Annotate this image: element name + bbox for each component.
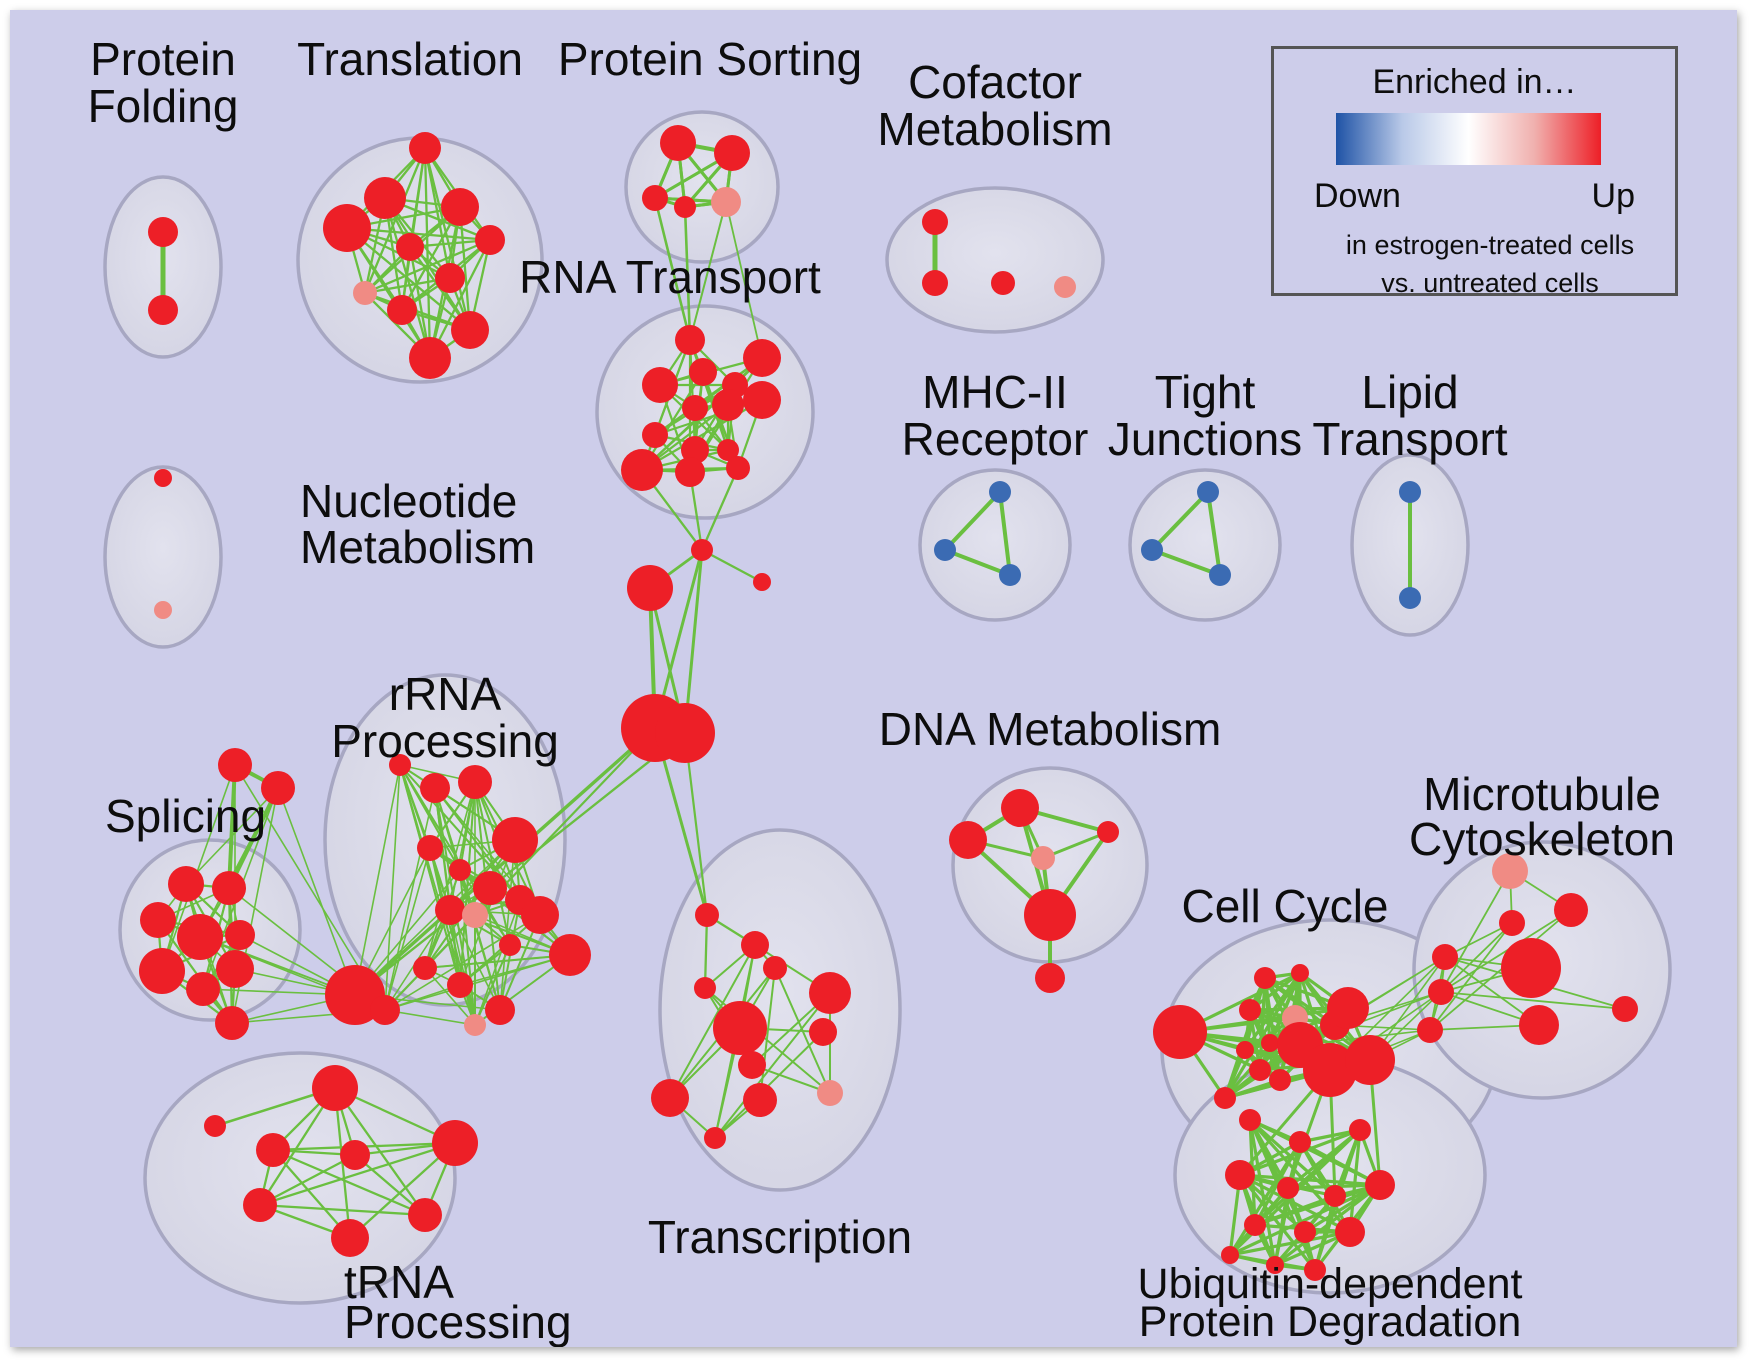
svg-text:Protein Degradation: Protein Degradation bbox=[1139, 1298, 1521, 1346]
svg-text:Protein Sorting: Protein Sorting bbox=[558, 33, 862, 85]
svg-text:Receptor: Receptor bbox=[902, 413, 1089, 465]
svg-text:Metabolism: Metabolism bbox=[877, 103, 1112, 155]
svg-text:Transport: Transport bbox=[1312, 413, 1507, 465]
svg-text:Cytoskeleton: Cytoskeleton bbox=[1409, 813, 1675, 865]
svg-text:Metabolism: Metabolism bbox=[300, 521, 535, 573]
svg-text:Folding: Folding bbox=[88, 80, 239, 132]
svg-text:Transcription: Transcription bbox=[648, 1211, 912, 1263]
svg-text:Nucleotide: Nucleotide bbox=[300, 475, 517, 527]
svg-text:rRNA: rRNA bbox=[389, 668, 502, 720]
svg-text:Splicing: Splicing bbox=[105, 790, 266, 842]
svg-text:Processing: Processing bbox=[344, 1296, 572, 1347]
svg-text:MHC-II: MHC-II bbox=[922, 366, 1068, 418]
svg-text:Translation: Translation bbox=[297, 33, 523, 85]
svg-text:Lipid: Lipid bbox=[1361, 366, 1458, 418]
svg-text:RNA Transport: RNA Transport bbox=[519, 251, 821, 303]
svg-text:Tight: Tight bbox=[1155, 366, 1256, 418]
svg-text:Protein: Protein bbox=[90, 33, 236, 85]
svg-text:Cell Cycle: Cell Cycle bbox=[1181, 880, 1388, 932]
svg-text:Processing: Processing bbox=[331, 715, 559, 767]
svg-text:DNA Metabolism: DNA Metabolism bbox=[879, 703, 1222, 755]
svg-text:Junctions: Junctions bbox=[1108, 413, 1302, 465]
svg-text:Cofactor: Cofactor bbox=[908, 56, 1082, 108]
